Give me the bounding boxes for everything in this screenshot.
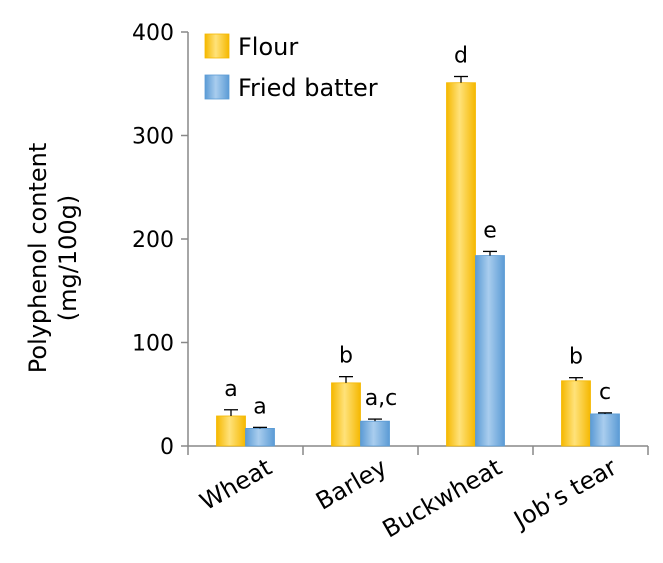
y-tick-label: 100 (132, 332, 174, 357)
y-tick-label: 300 (132, 125, 174, 150)
bar (216, 415, 246, 447)
significance-label: a (224, 377, 237, 402)
y-axis-title: Polyphenol content (mg/100g) (24, 143, 82, 373)
y-tick-label: 400 (132, 21, 174, 46)
significance-label: b (339, 344, 353, 369)
significance-label: a,c (365, 386, 398, 411)
x-tick-label: Barley (311, 453, 391, 516)
x-tick-label: Job’s tear (507, 453, 621, 535)
x-tick-label: Wheat (195, 453, 276, 516)
significance-label: a (253, 394, 266, 419)
legend-swatch (204, 74, 230, 100)
legend: Flour Fried batter (204, 33, 378, 102)
y-axis-title-line-1: Polyphenol content (24, 143, 52, 373)
bar (331, 382, 361, 447)
bar (360, 420, 390, 447)
bars (216, 75, 620, 447)
x-tick-label: Buckwheat (378, 453, 507, 543)
legend-label: Fried batter (238, 74, 378, 102)
bar (475, 255, 505, 447)
significance-label: d (454, 44, 468, 69)
bar (446, 82, 476, 447)
significance-label: c (599, 380, 611, 405)
legend-swatch (204, 33, 230, 59)
y-axis-title-line-2: (mg/100g) (54, 195, 82, 321)
significance-label: e (483, 218, 497, 243)
legend-label: Flour (238, 33, 298, 61)
bar (245, 428, 275, 447)
y-tick-label: 200 (132, 228, 174, 253)
significance-label: b (569, 345, 583, 370)
bar (590, 413, 620, 447)
bar (561, 380, 591, 447)
y-tick-label: 0 (160, 435, 174, 460)
